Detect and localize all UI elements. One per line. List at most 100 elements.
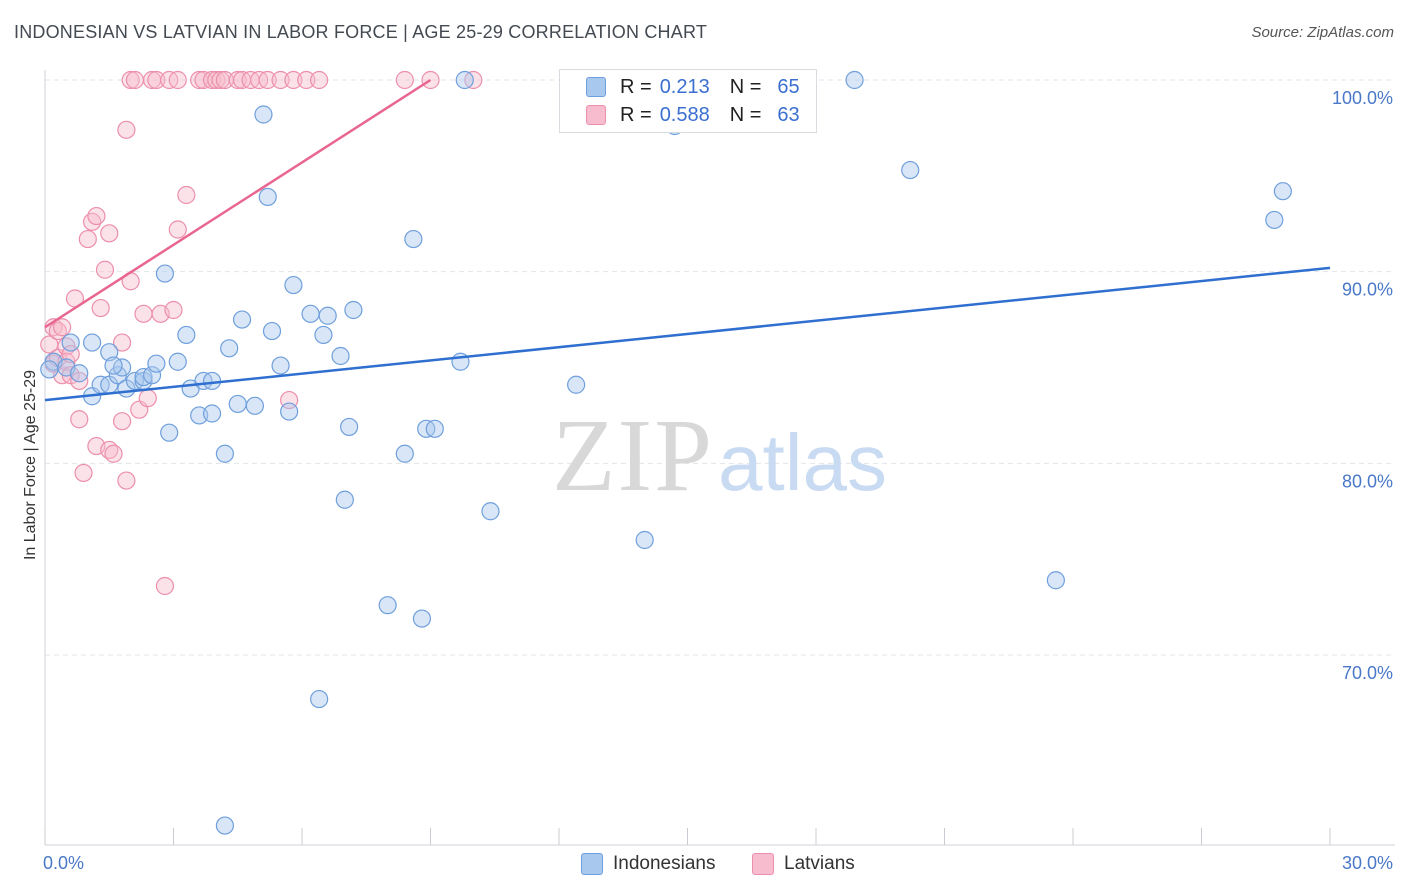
latvians-point	[95, 260, 115, 279]
x-tick-label: 0.0%	[43, 853, 84, 873]
indonesians-point	[100, 343, 119, 362]
indonesians-point	[635, 530, 654, 550]
indonesians-point	[254, 105, 273, 124]
indonesians-point	[331, 346, 350, 366]
y-tick-label: 90.0%	[1342, 280, 1393, 300]
indonesians-point	[1046, 571, 1065, 590]
n-value-latvians: 63	[777, 103, 800, 126]
legend-item-latvians: Latvians	[752, 852, 855, 876]
indonesians-point	[340, 417, 359, 437]
latvians-point	[125, 70, 145, 90]
r-label: R =	[620, 103, 652, 126]
indonesians-point	[202, 404, 222, 423]
indonesians-point	[220, 339, 239, 358]
latvians-point	[112, 412, 132, 431]
latvians-point	[121, 70, 140, 90]
trend-lines	[44, 78, 1331, 402]
latvians-point	[284, 70, 303, 90]
indonesians-point	[412, 609, 432, 628]
latvians-point	[147, 70, 166, 90]
indonesians-trend-line	[44, 266, 1331, 402]
latvians-point	[112, 333, 132, 352]
latvians-points	[40, 70, 663, 596]
indonesians-point	[177, 325, 196, 345]
latvians-point	[100, 224, 119, 243]
indonesians-legend-swatch	[581, 853, 603, 875]
y-tick-label: 80.0%	[1342, 471, 1393, 491]
latvians-point	[117, 120, 136, 139]
latvians-point	[155, 576, 175, 596]
r-value-indonesians: 0.213	[659, 75, 710, 98]
indonesians-point	[168, 352, 187, 371]
latvians-swatch	[586, 105, 606, 125]
latvians-legend-label: Latvians	[784, 853, 855, 874]
latvians-point	[87, 206, 106, 226]
indonesians-point	[481, 502, 500, 521]
n-label: N =	[729, 75, 762, 98]
indonesians-point	[147, 354, 166, 373]
indonesians-point	[245, 396, 264, 415]
latvians-point	[70, 410, 89, 429]
indonesians-points	[40, 70, 1292, 835]
latvians-point	[117, 471, 136, 490]
legend-item-indonesians: Indonesians	[581, 852, 715, 876]
indonesians-point	[83, 333, 102, 352]
indonesians-point	[318, 306, 337, 325]
indonesians-point	[845, 70, 864, 90]
n-label: N =	[729, 103, 762, 126]
latvians-point	[78, 229, 97, 249]
latvians-point	[271, 70, 290, 90]
indonesians-legend-label: Indonesians	[613, 853, 716, 874]
indonesians-point	[314, 325, 333, 345]
indonesians-point	[142, 366, 162, 385]
indonesians-point	[344, 300, 363, 320]
indonesians-point	[901, 160, 920, 180]
latvians-point	[177, 185, 196, 205]
latvians-point	[134, 304, 153, 323]
latvians-trend-line	[44, 78, 432, 329]
indonesians-point	[160, 423, 179, 442]
x-tick-label: 30.0%	[1342, 853, 1393, 873]
indonesians-point	[378, 596, 397, 615]
indonesians-point	[262, 321, 282, 341]
r-label: R =	[620, 75, 652, 98]
latvians-point	[297, 70, 316, 90]
latvians-point	[138, 389, 157, 408]
indonesians-point	[104, 356, 123, 375]
tick-labels: 70.0% 80.0% 90.0% 100.0% 0.0% 30.0%	[43, 88, 1393, 873]
axes	[44, 70, 1395, 846]
n-value-indonesians: 65	[777, 75, 800, 98]
correlation-legend: R = 0.213 N = 65 R = 0.588 N = 63	[559, 69, 817, 133]
indonesians-point	[280, 402, 299, 421]
indonesians-point	[61, 333, 80, 352]
latvians-point	[70, 371, 89, 391]
latvians-point	[228, 70, 247, 90]
indonesians-point	[455, 70, 474, 90]
legend-row-latvians: R = 0.588 N = 63	[586, 103, 800, 127]
watermark: ZIP atlas	[552, 398, 887, 513]
indonesians-point	[404, 229, 423, 249]
chart-title: INDONESIAN VS LATVIAN IN LABOR FORCE | A…	[14, 22, 708, 42]
indonesians-point	[232, 310, 252, 329]
latvians-point	[74, 463, 93, 483]
source-credit: Source: ZipAtlas.com	[1251, 24, 1394, 41]
indonesians-point	[228, 394, 247, 414]
latvians-point	[91, 298, 110, 318]
latvians-point	[310, 70, 329, 90]
indonesians-point	[310, 689, 329, 709]
latvians-point	[258, 70, 277, 90]
indonesians-point	[284, 275, 303, 295]
indonesians-point	[425, 419, 444, 438]
latvians-point	[168, 70, 187, 90]
y-tick-label: 100.0%	[1332, 88, 1393, 108]
watermark-atlas: atlas	[718, 418, 887, 507]
latvians-point	[53, 318, 72, 337]
indonesians-point	[301, 304, 320, 323]
indonesians-point	[1265, 210, 1284, 230]
indonesians-point	[202, 371, 222, 391]
indonesians-point	[155, 264, 175, 283]
indonesians-point	[395, 444, 414, 463]
indonesians-point	[258, 187, 277, 207]
indonesians-point	[215, 816, 234, 835]
